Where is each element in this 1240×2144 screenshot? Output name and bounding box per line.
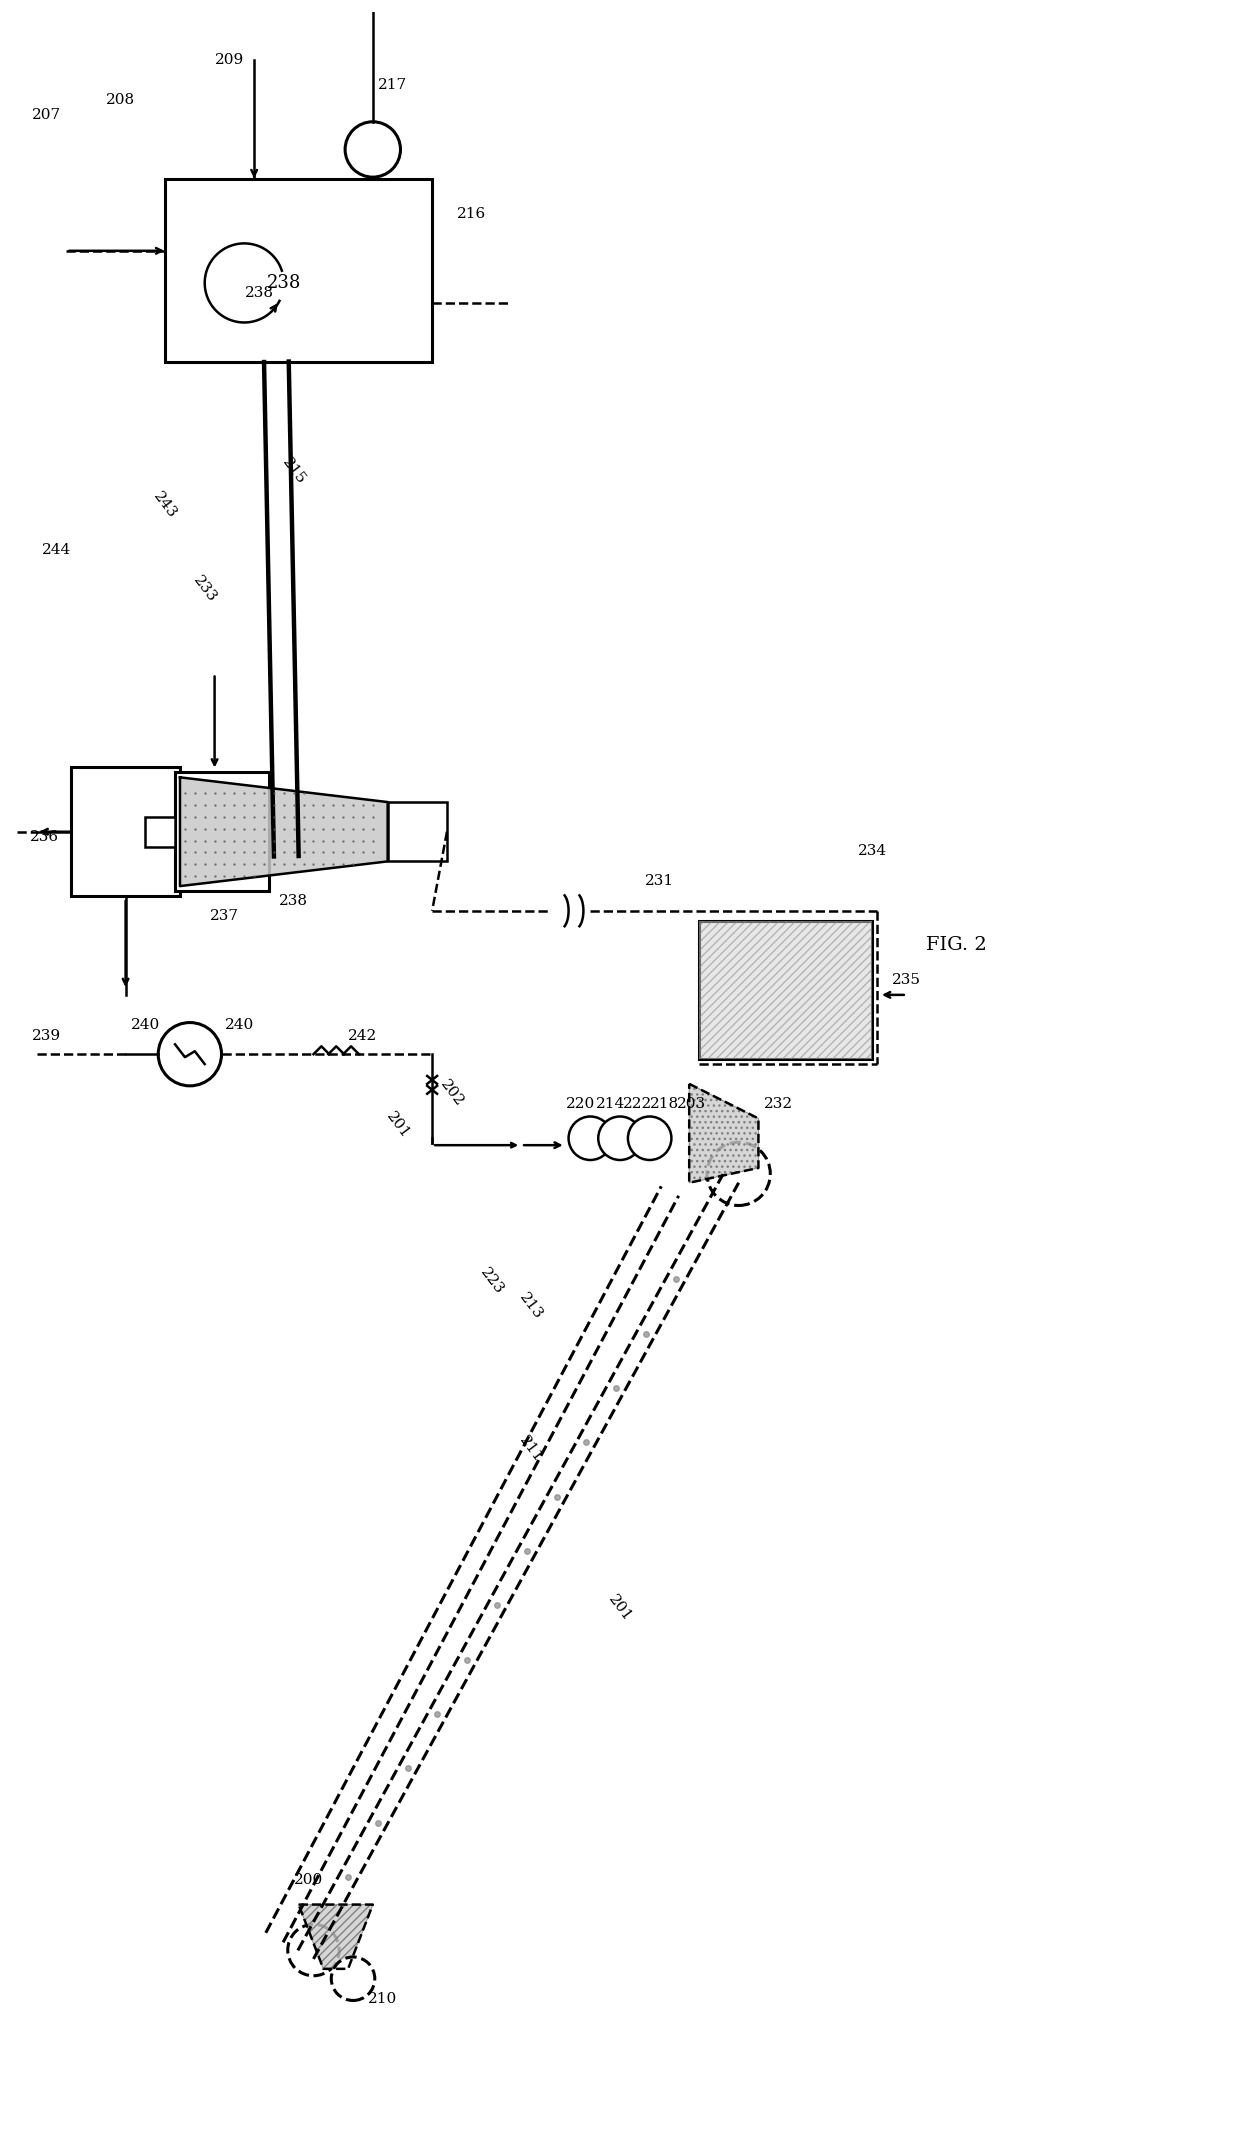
Polygon shape xyxy=(299,1904,373,1968)
Bar xyxy=(699,920,872,1059)
Text: 239: 239 xyxy=(32,1029,61,1044)
Bar xyxy=(699,920,872,1059)
Text: 238: 238 xyxy=(244,285,274,300)
Text: 213: 213 xyxy=(517,1291,546,1323)
Bar xyxy=(145,817,175,847)
Circle shape xyxy=(345,122,401,178)
Text: 211: 211 xyxy=(517,1434,546,1466)
Text: 223: 223 xyxy=(477,1265,506,1297)
Bar xyxy=(165,180,432,362)
Text: 234: 234 xyxy=(858,845,887,858)
Text: 216: 216 xyxy=(458,206,486,221)
Text: 201: 201 xyxy=(605,1593,635,1623)
Circle shape xyxy=(598,1117,642,1160)
Text: 215: 215 xyxy=(279,455,308,487)
Circle shape xyxy=(707,1143,770,1205)
Text: 231: 231 xyxy=(645,875,675,888)
Text: 237: 237 xyxy=(210,909,239,922)
Text: 218: 218 xyxy=(650,1096,680,1111)
Text: 243: 243 xyxy=(151,489,180,521)
Text: 242: 242 xyxy=(348,1029,377,1044)
Text: 233: 233 xyxy=(191,575,219,605)
Circle shape xyxy=(331,1957,374,2000)
Bar xyxy=(175,772,269,892)
Circle shape xyxy=(159,1023,222,1085)
Circle shape xyxy=(569,1117,613,1160)
Circle shape xyxy=(627,1117,671,1160)
Polygon shape xyxy=(180,778,388,885)
Bar xyxy=(71,768,180,896)
Text: 238: 238 xyxy=(267,274,301,292)
Text: 208: 208 xyxy=(107,92,135,107)
Circle shape xyxy=(288,1925,340,1977)
Text: 203: 203 xyxy=(677,1096,706,1111)
Text: 240: 240 xyxy=(130,1018,160,1031)
Text: 244: 244 xyxy=(42,542,71,557)
Text: 236: 236 xyxy=(30,830,60,845)
Text: 201: 201 xyxy=(383,1108,412,1141)
Text: FIG. 2: FIG. 2 xyxy=(926,937,987,954)
Text: 238: 238 xyxy=(279,894,309,907)
Bar xyxy=(388,802,446,862)
Text: 232: 232 xyxy=(764,1096,792,1111)
Text: 214: 214 xyxy=(595,1096,625,1111)
Text: 207: 207 xyxy=(32,107,61,122)
Text: 209: 209 xyxy=(215,54,244,66)
Text: 220: 220 xyxy=(565,1096,595,1111)
Polygon shape xyxy=(689,1085,759,1183)
Text: 202: 202 xyxy=(438,1078,466,1111)
Text: 210: 210 xyxy=(368,1992,397,2005)
Text: 222: 222 xyxy=(624,1096,652,1111)
Text: 235: 235 xyxy=(893,973,921,986)
Text: 240: 240 xyxy=(224,1018,254,1031)
Text: 200: 200 xyxy=(294,1874,324,1887)
Text: 217: 217 xyxy=(378,77,407,92)
